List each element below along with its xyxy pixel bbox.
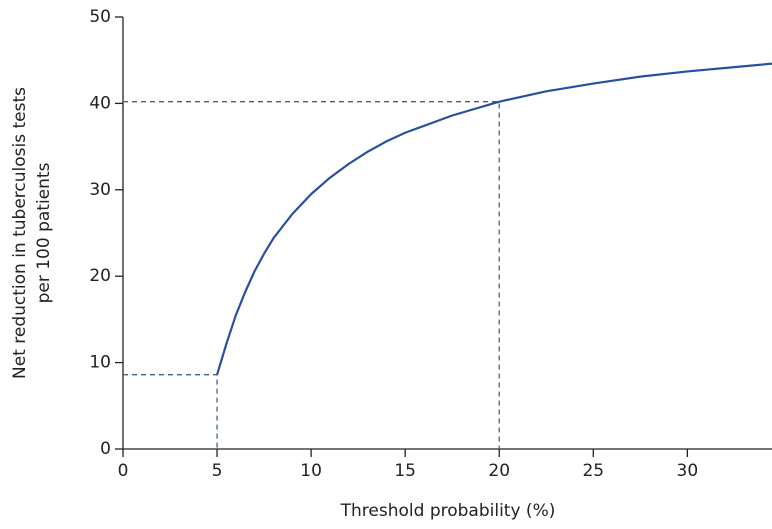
reference-line: [123, 374, 218, 449]
x-tick-label: 15: [394, 461, 416, 481]
x-tick-label: 20: [488, 461, 510, 481]
x-axis-label: Threshold probability (%): [340, 501, 556, 521]
reference-line: [123, 101, 500, 449]
x-tick-label: 25: [582, 461, 604, 481]
x-tick-label: 10: [300, 461, 322, 481]
x-tick-label: 5: [212, 461, 223, 481]
x-tick-label: 0: [118, 461, 129, 481]
y-axis-label-line: per 100 patients: [34, 162, 54, 303]
y-tick-label: 40: [89, 93, 111, 113]
y-axis-label-line: Net reduction in tuberculosis tests: [10, 87, 30, 379]
y-tick-label: 0: [100, 439, 111, 459]
y-axis-label: Net reduction in tuberculosis tests per …: [10, 87, 54, 379]
y-tick-label: 20: [89, 266, 111, 286]
x-tick-label: 30: [677, 461, 699, 481]
curve: [216, 62, 772, 376]
y-tick-label: 30: [89, 180, 111, 200]
y-tick-label: 50: [89, 7, 111, 27]
y-tick-label: 10: [89, 353, 111, 373]
